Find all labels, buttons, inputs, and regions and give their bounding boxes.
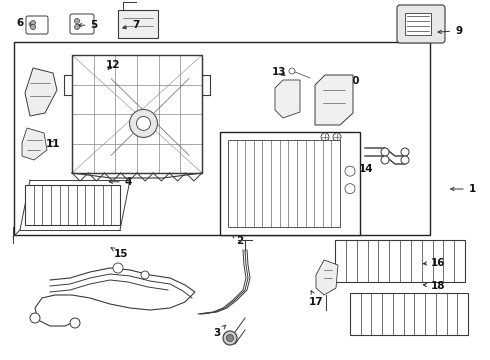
Polygon shape xyxy=(315,75,353,125)
Text: 5: 5 xyxy=(78,20,98,30)
Text: 4: 4 xyxy=(109,177,132,187)
Bar xyxy=(350,293,468,335)
Circle shape xyxy=(70,318,80,328)
Circle shape xyxy=(401,156,409,164)
Circle shape xyxy=(226,334,234,342)
Text: 15: 15 xyxy=(111,248,129,259)
Circle shape xyxy=(129,109,157,138)
Circle shape xyxy=(113,263,123,273)
Circle shape xyxy=(401,148,409,156)
Circle shape xyxy=(30,313,40,323)
Bar xyxy=(405,13,431,35)
Polygon shape xyxy=(22,128,47,160)
FancyBboxPatch shape xyxy=(26,16,48,34)
Circle shape xyxy=(321,133,329,141)
Bar xyxy=(220,132,360,235)
Circle shape xyxy=(141,271,149,279)
FancyBboxPatch shape xyxy=(397,5,445,43)
Bar xyxy=(118,10,158,38)
Circle shape xyxy=(381,148,389,156)
Bar xyxy=(228,140,340,227)
Circle shape xyxy=(74,24,79,30)
Circle shape xyxy=(137,116,150,130)
Text: 18: 18 xyxy=(423,281,446,291)
Polygon shape xyxy=(25,68,57,116)
Polygon shape xyxy=(275,80,300,118)
Circle shape xyxy=(345,184,355,194)
Bar xyxy=(14,42,430,235)
Circle shape xyxy=(289,68,295,74)
Text: 17: 17 xyxy=(309,291,324,307)
Text: 13: 13 xyxy=(272,67,287,77)
Text: 10: 10 xyxy=(340,76,360,86)
Circle shape xyxy=(333,133,341,141)
Text: 2: 2 xyxy=(232,234,244,246)
Text: 16: 16 xyxy=(423,258,446,268)
Circle shape xyxy=(30,21,35,26)
Text: 11: 11 xyxy=(46,139,60,149)
Bar xyxy=(72,55,202,173)
Text: 1: 1 xyxy=(451,184,476,194)
Circle shape xyxy=(74,18,79,23)
Text: 8: 8 xyxy=(293,191,307,201)
Bar xyxy=(335,240,465,282)
Text: 12: 12 xyxy=(105,60,120,70)
Circle shape xyxy=(381,156,389,164)
Circle shape xyxy=(345,166,355,176)
Circle shape xyxy=(30,24,35,30)
Text: 6: 6 xyxy=(16,18,33,28)
Bar xyxy=(25,185,120,225)
Text: 7: 7 xyxy=(123,20,140,30)
Text: 3: 3 xyxy=(214,325,226,338)
Text: 14: 14 xyxy=(356,164,374,174)
Circle shape xyxy=(223,331,237,345)
Text: 9: 9 xyxy=(438,26,462,36)
FancyBboxPatch shape xyxy=(70,14,94,34)
Polygon shape xyxy=(316,260,338,295)
